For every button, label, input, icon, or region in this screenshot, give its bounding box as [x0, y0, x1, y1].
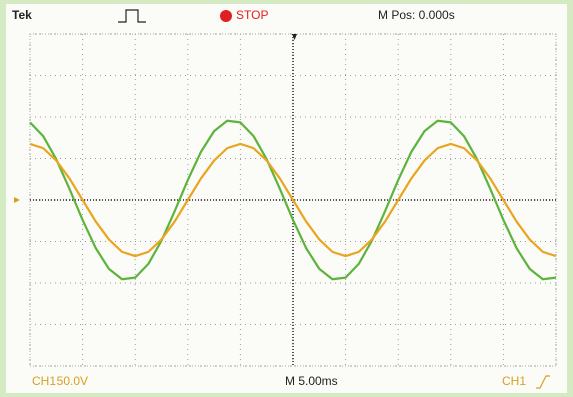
channel-label: CH1	[32, 374, 56, 388]
status: STOP	[236, 8, 268, 22]
timebase: M 5.00ms	[285, 374, 338, 388]
display	[6, 4, 567, 393]
stop-indicator	[220, 10, 232, 22]
channel-scale: 50.0V	[57, 374, 88, 388]
oscilloscope-screen: Tek STOP M Pos: 0.000s CH1 50.0V M 5.00m…	[0, 0, 573, 397]
trigger-channel: CH1	[502, 374, 526, 388]
position: M Pos: 0.000s	[378, 8, 455, 22]
brand: Tek	[12, 8, 32, 22]
